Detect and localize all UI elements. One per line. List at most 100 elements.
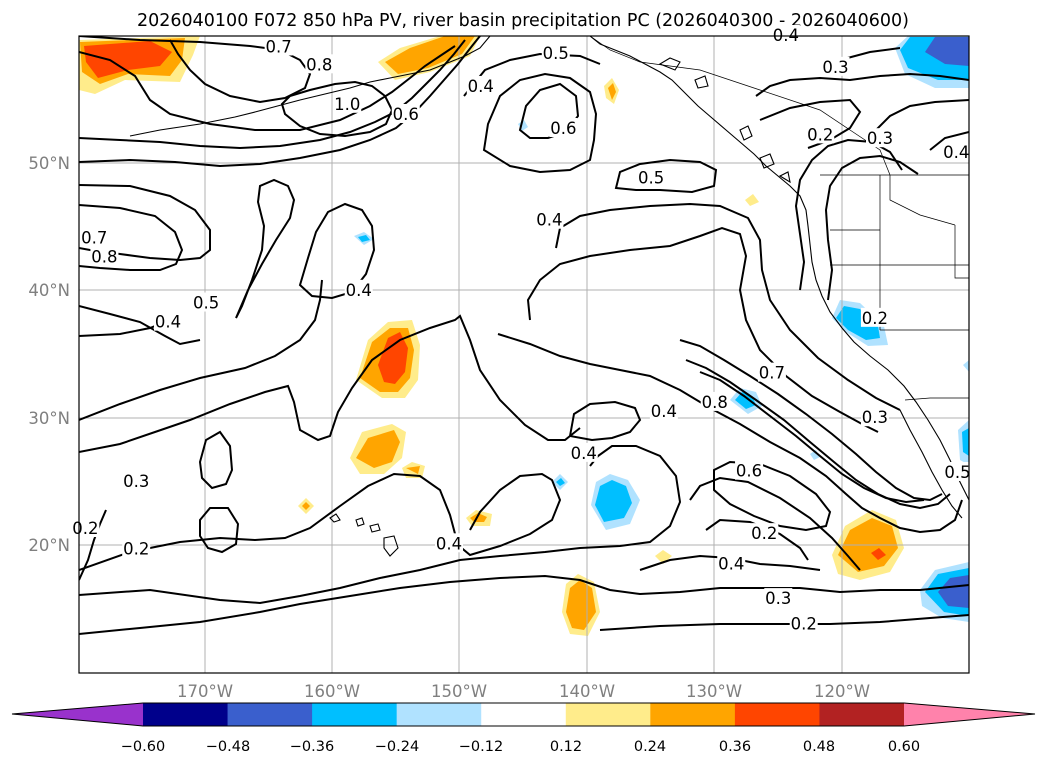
- contour-label-background: [333, 93, 362, 113]
- precip-patch: [470, 513, 487, 522]
- colorbar-box: [565, 703, 651, 726]
- pv-contour: [875, 99, 969, 131]
- pv-contour: [839, 47, 901, 61]
- pv-contour: [280, 80, 394, 138]
- contour-label: 1.0: [334, 95, 360, 114]
- precip-patch: [938, 575, 969, 608]
- contour-label-background: [549, 118, 578, 138]
- colorbar-extend-low: [12, 703, 143, 726]
- pv-contour: [79, 574, 969, 635]
- pv-contour: [79, 509, 107, 581]
- pv-contour: [685, 359, 951, 510]
- colorbar-box: [819, 703, 905, 726]
- lat-tick-label: 30°N: [28, 409, 70, 428]
- contour-label-background: [717, 553, 746, 573]
- contour-label-background: [860, 407, 889, 427]
- pv-contour: [699, 371, 925, 504]
- contour-label: 0.4: [155, 313, 181, 332]
- precip-patch: [963, 360, 969, 372]
- pv-contour: [79, 39, 466, 150]
- pv-contour: [929, 131, 969, 151]
- contour-label: 0.7: [759, 364, 785, 383]
- map-frame: [78, 35, 970, 674]
- contour-label-background: [344, 279, 373, 299]
- lat-tick-label: 20°N: [28, 536, 70, 555]
- colorbar-tick-label: 0.24: [634, 739, 666, 755]
- precip-patch: [595, 480, 632, 522]
- pv-contour: [689, 476, 861, 571]
- pv-contour: [497, 333, 963, 534]
- contour-label: 0.4: [943, 143, 969, 162]
- colorbar-tick-labels: −0.60 −0.48 −0.36 −0.24 −0.12 0.12 0.24 …: [121, 739, 920, 755]
- contour-label-background: [391, 103, 420, 123]
- contour-labels: 0.70.81.00.60.40.50.60.50.40.40.30.2 0.30…: [71, 25, 972, 634]
- precip-patch: [566, 580, 596, 630]
- contour-label-background: [757, 362, 786, 382]
- contour-label: 0.4: [718, 555, 744, 574]
- contour-label-background: [71, 518, 100, 538]
- contour-label: 0.3: [765, 589, 791, 608]
- colorbar-box: [396, 703, 482, 726]
- colorbar-tick-label: −0.60: [121, 739, 165, 755]
- pv-contour: [79, 45, 456, 131]
- coastlines: [129, 36, 969, 557]
- colorbar-tick-label: −0.24: [375, 739, 419, 755]
- colorbar-tick-label: 0.60: [888, 739, 920, 755]
- lon-tick-label: 140°W: [559, 682, 615, 701]
- contour-label-background: [735, 460, 764, 480]
- pv-contour: [199, 507, 240, 554]
- contour-label: 0.7: [265, 37, 291, 56]
- contour-label-background: [866, 128, 894, 148]
- contour-label-background: [305, 54, 334, 74]
- contour-label: 0.7: [81, 229, 107, 248]
- contour-label: 0.4: [571, 444, 597, 463]
- contour-label: 0.3: [862, 408, 888, 427]
- contour-label: 0.6: [736, 462, 762, 481]
- contour-label-background: [942, 142, 971, 162]
- lon-tick-label: 150°W: [431, 682, 487, 701]
- contour-label: 0.5: [543, 44, 569, 63]
- pv-contour: [79, 314, 581, 453]
- lon-tick-labels: 170°W 160°W 150°W 140°W 130°W 120°W: [177, 682, 870, 701]
- colorbar-box: [312, 703, 398, 726]
- pv-contour: [79, 472, 562, 571]
- precip-patch: [406, 466, 420, 474]
- precip-patch: [556, 478, 565, 486]
- lon-tick-label: 130°W: [686, 682, 742, 701]
- contour-label-background: [806, 124, 835, 144]
- contour-label-background: [122, 470, 151, 490]
- pv-contour: [235, 178, 296, 319]
- precip-patch: [836, 306, 880, 340]
- contour-label: 0.5: [193, 294, 219, 313]
- pv-contour: [198, 430, 234, 490]
- contour-label: 0.2: [791, 615, 817, 634]
- contour-label: 0.8: [702, 393, 728, 412]
- pv-contour: [79, 36, 481, 168]
- contour-label-background: [943, 461, 972, 481]
- lat-tick-label: 50°N: [28, 154, 70, 173]
- pv-contour: [463, 52, 601, 97]
- colorbar-tick-label: −0.36: [290, 739, 334, 755]
- contour-label: 0.6: [550, 119, 576, 138]
- precip-patch: [378, 332, 408, 384]
- colorbar-tick-label: 0.36: [719, 739, 751, 755]
- contour-label: 0.8: [306, 55, 332, 74]
- contour-label-background: [860, 307, 889, 327]
- pv-contour: [79, 204, 184, 271]
- colorbar: −0.60 −0.48 −0.36 −0.24 −0.12 0.12 0.24 …: [11, 702, 1036, 755]
- contour-label-background: [771, 25, 800, 44]
- pv-contour: [755, 72, 969, 97]
- colorbar-tick-label: −0.12: [459, 739, 503, 755]
- contour-label: 0.3: [822, 58, 848, 77]
- lon-tick-label: 170°W: [177, 682, 233, 701]
- contour-label: 0.3: [867, 129, 893, 148]
- contour-label-background: [154, 311, 182, 331]
- colorbar-tick-label: −0.48: [206, 739, 250, 755]
- contour-label-background: [789, 613, 818, 633]
- contour-label-background: [700, 391, 729, 411]
- contour-label-background: [535, 209, 564, 229]
- precip-patch: [608, 83, 616, 100]
- colorbar-tick-label: 0.48: [803, 739, 835, 755]
- precip-patch: [358, 235, 370, 242]
